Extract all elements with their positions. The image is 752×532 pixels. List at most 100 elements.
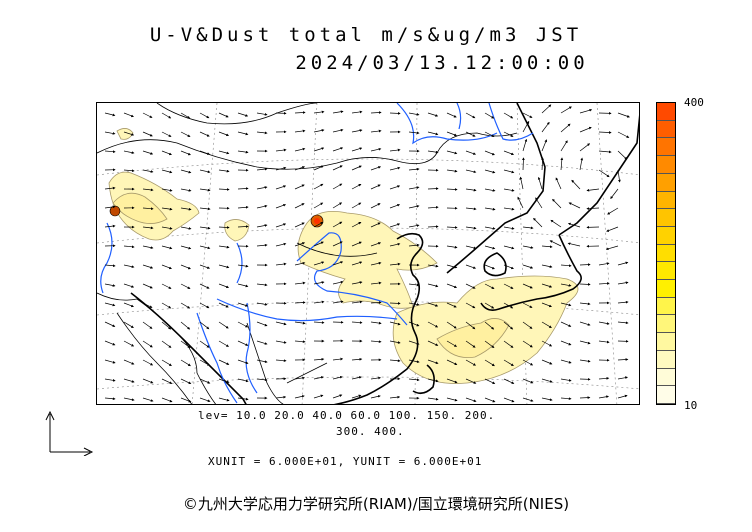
wind-arrow (522, 359, 534, 366)
wind-arrow (256, 340, 268, 345)
wind-arrow (617, 376, 628, 380)
wind-arrow (522, 321, 533, 329)
wind-arrow (256, 321, 268, 327)
wind-arrow (522, 340, 533, 348)
wind-arrow (275, 185, 287, 190)
wind-arrow (427, 302, 439, 307)
wind-arrow (275, 148, 287, 152)
dust-plume-tarim-inner (112, 192, 168, 224)
wind-arrow (484, 359, 495, 367)
wind-arrow (275, 203, 287, 209)
wind-arrow (199, 359, 211, 366)
wind-arrow (541, 264, 553, 268)
wind-arrow (142, 245, 154, 249)
wind-arrow (617, 281, 629, 285)
wind-arrow (484, 131, 495, 137)
wind-arrow (237, 112, 249, 117)
wind-arrow (104, 302, 116, 307)
wind-arrow (408, 378, 420, 382)
wind-arrow (465, 131, 476, 137)
wind-arrow (560, 157, 564, 171)
wind-arrow (104, 264, 116, 268)
wind-arrow (294, 376, 306, 380)
wind-arrow (465, 340, 476, 348)
wind-arrow (332, 202, 343, 209)
wind-arrow (408, 340, 420, 345)
wind-arrow (142, 302, 153, 308)
wind-arrow (617, 394, 628, 399)
wind-arrow (161, 359, 172, 366)
dust-plume-pacific-inner (436, 318, 510, 358)
wind-arrow (142, 321, 153, 329)
wind-arrow (446, 150, 458, 155)
wind-arrow (313, 110, 325, 114)
wind-arrow (199, 188, 211, 192)
wind-arrow (313, 376, 324, 380)
wind-arrow (605, 245, 619, 251)
wind-arrow (275, 262, 287, 266)
wind-arrow (389, 203, 401, 209)
wind-arrow (237, 359, 249, 365)
colorbar-band (657, 103, 675, 121)
wind-arrow (104, 283, 116, 287)
wind-arrow (161, 226, 173, 230)
wind-arrow (522, 112, 533, 118)
wind-arrow (332, 261, 344, 266)
wind-arrow (294, 281, 306, 285)
wind-arrow (522, 226, 534, 230)
wind-arrow (503, 283, 514, 289)
wind-arrow (104, 321, 116, 327)
wind-arrow (313, 147, 325, 152)
wind-arrow (370, 222, 381, 228)
wind-arrow (427, 205, 439, 209)
wind-arrow (104, 224, 116, 228)
wind-arrow (218, 283, 230, 289)
wind-arrow (465, 321, 476, 330)
wind-arrow (503, 397, 515, 403)
wind-arrow (370, 340, 382, 344)
wind-arrow (560, 321, 572, 327)
wind-arrow (541, 321, 552, 328)
wind-arrow (586, 207, 600, 210)
wind-arrow (446, 264, 458, 269)
wind-arrow (123, 150, 135, 154)
wind-arrow (522, 283, 533, 289)
wind-arrow (503, 150, 515, 156)
wind-arrow (351, 300, 363, 304)
wind-arrow (617, 131, 630, 138)
wind-arrow (104, 359, 116, 364)
wind-arrow (142, 150, 154, 155)
wind-arrow (218, 321, 229, 329)
contour-levels-line1: lev= 10.0 20.0 40.0 60.0 100. 150. 200. (198, 409, 496, 422)
wind-arrow (142, 207, 154, 211)
wind-arrow (579, 282, 591, 286)
wind-arrow (560, 264, 572, 268)
wind-arrow (541, 139, 548, 152)
wind-arrow (598, 169, 610, 178)
wind-arrow (294, 395, 305, 399)
wind-arrow (256, 378, 268, 382)
wind-arrow (503, 359, 514, 366)
wind-arrow (351, 376, 362, 380)
wind-arrow (465, 112, 476, 119)
wind-arrow (161, 340, 172, 348)
wind-arrow (389, 242, 401, 247)
wind-arrow (522, 138, 528, 152)
wind-arrow (465, 302, 476, 309)
wind-arrow (199, 150, 211, 155)
wind-arrow (123, 321, 134, 328)
colorbar-band (657, 191, 675, 210)
wind-arrow (560, 283, 572, 287)
wind-arrow (567, 242, 581, 247)
wind-arrow (427, 378, 439, 383)
wind-arrow (313, 394, 324, 399)
wind-arrow (533, 217, 543, 228)
wind-arrow (237, 340, 249, 346)
wind-arrow (522, 157, 525, 171)
wind-arrow (446, 112, 457, 118)
wind-arrow (427, 283, 439, 288)
wind-arrow (294, 111, 306, 114)
wind-arrow (104, 397, 116, 401)
concentration-colorbar (656, 102, 676, 405)
wind-arrow (389, 301, 401, 305)
